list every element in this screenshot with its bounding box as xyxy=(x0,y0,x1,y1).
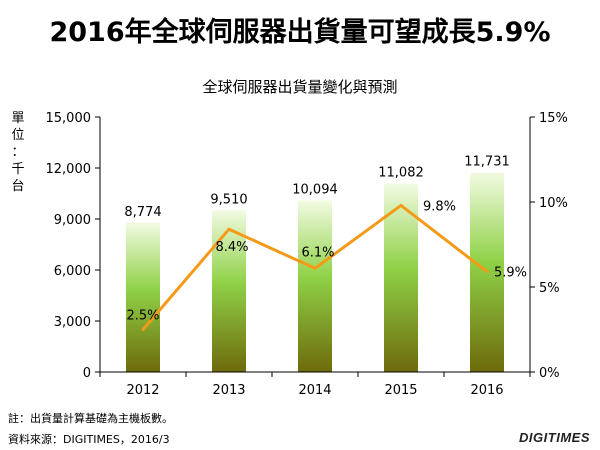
bar-value-label: 8,774 xyxy=(124,205,161,220)
right-tick-label: 10% xyxy=(539,196,568,211)
growth-value-label: 2.5% xyxy=(126,309,159,324)
x-tick-label: 2016 xyxy=(470,383,503,398)
footnote: 註：出貨量計算基礎為主機板數。 xyxy=(8,412,173,425)
bar xyxy=(126,222,160,372)
right-tick-label: 5% xyxy=(539,281,560,296)
bar xyxy=(384,183,418,372)
left-tick-label: 0 xyxy=(83,366,91,381)
left-tick-label: 9,000 xyxy=(54,213,91,228)
page-headline: 2016年全球伺服器出貨量可望成長5.9% xyxy=(49,17,551,48)
chart-title: 全球伺服器出貨量變化與預測 xyxy=(202,78,398,96)
growth-point xyxy=(313,266,317,270)
unit-char: 位 xyxy=(11,128,25,143)
x-tick-label: 2012 xyxy=(126,383,159,398)
x-tick-label: 2013 xyxy=(212,383,245,398)
source-note: 資料來源：DIGITIMES，2016/3 xyxy=(8,433,170,446)
left-tick-label: 15,000 xyxy=(46,111,92,126)
bar xyxy=(298,200,332,372)
unit-char: 台 xyxy=(11,179,25,194)
bar-value-label: 11,731 xyxy=(464,155,510,170)
left-tick-label: 6,000 xyxy=(54,264,91,279)
bar-value-label: 9,510 xyxy=(210,192,247,207)
unit-char: ： xyxy=(11,145,25,160)
left-tick-label: 3,000 xyxy=(54,315,91,330)
left-tick-label: 12,000 xyxy=(46,162,92,177)
growth-point xyxy=(485,270,489,274)
growth-point xyxy=(399,203,403,207)
bar xyxy=(212,210,246,372)
growth-point xyxy=(227,227,231,231)
bar-value-label: 10,094 xyxy=(292,182,338,197)
right-tick-label: 15% xyxy=(539,111,568,126)
growth-value-label: 6.1% xyxy=(301,245,334,260)
growth-value-label: 9.8% xyxy=(423,199,456,214)
left-axis-unit-label: 單 位 ： 千 台 xyxy=(9,110,27,195)
growth-value-label: 5.9% xyxy=(494,266,527,281)
growth-value-label: 8.4% xyxy=(215,240,248,255)
growth-point xyxy=(141,328,145,331)
unit-char: 單 xyxy=(11,111,25,126)
bar-value-label: 11,082 xyxy=(378,166,424,181)
unit-char: 千 xyxy=(11,162,25,177)
right-tick-label: 0% xyxy=(539,366,560,381)
digitimes-logo: DIGITIMES xyxy=(519,430,590,445)
x-tick-label: 2014 xyxy=(298,383,331,398)
x-tick-label: 2015 xyxy=(384,383,417,398)
